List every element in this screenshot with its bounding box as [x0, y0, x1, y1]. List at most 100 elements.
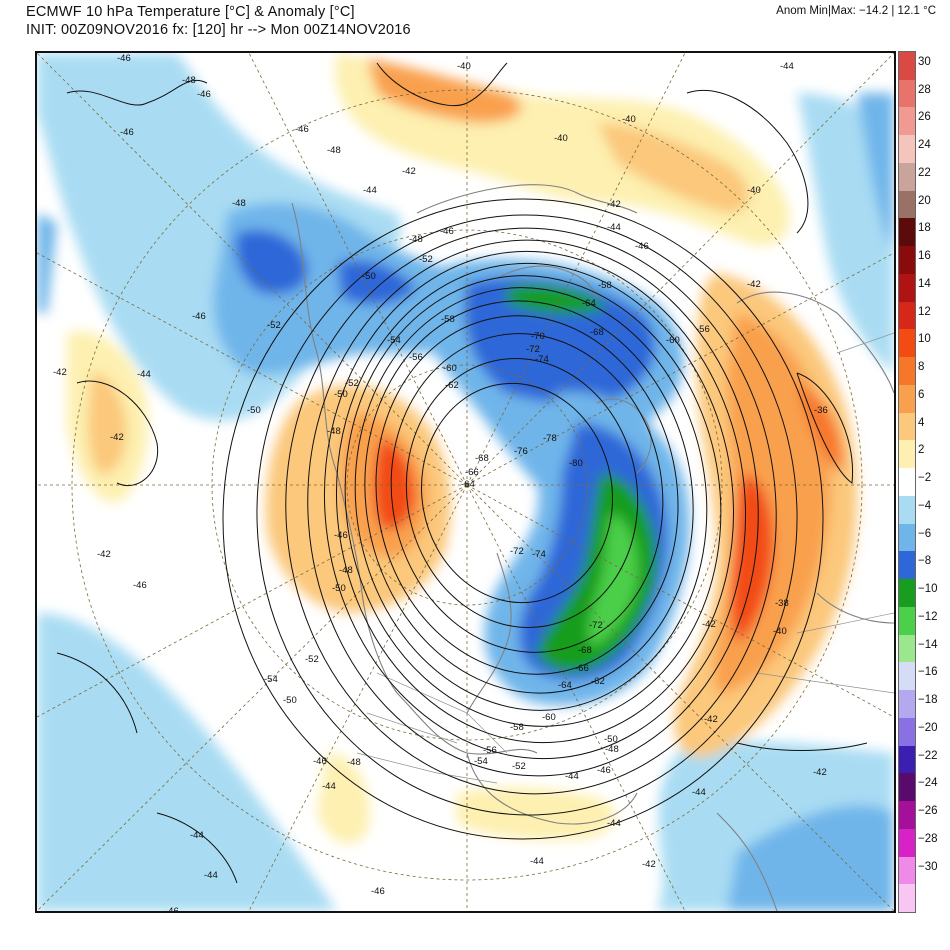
colorbar-swatch: [899, 273, 915, 303]
contour-label: -50: [334, 389, 348, 400]
contour-label: -80: [569, 458, 583, 469]
colorbar-tick-label: −10: [918, 583, 938, 596]
colorbar-swatch: [899, 801, 915, 830]
colorbar-tick-label: 2: [918, 444, 925, 457]
contour-label: -46: [295, 124, 309, 135]
contour-label: -52: [267, 320, 281, 331]
contour-label: -48: [327, 426, 341, 437]
contour-label: -48: [339, 565, 353, 576]
colorbar-swatch: [899, 162, 915, 192]
contour-label: -68: [590, 327, 604, 338]
contour-label: -44: [204, 870, 218, 881]
colorbar-swatch: [899, 745, 915, 774]
colorbar-tick-label: −6: [918, 527, 932, 540]
polar-map-canvas: -46-48-46-40 -44-46 -46-48-40-40-42-44-42-…: [37, 53, 894, 911]
contour-label: -44: [565, 771, 579, 782]
contour-label: -44: [607, 818, 621, 829]
contour-label: -50: [283, 695, 297, 706]
colorbar-tick-label: 22: [918, 166, 931, 179]
contour-label: -44: [322, 781, 336, 792]
contour-label: -56: [483, 745, 497, 756]
contour-label: -46: [371, 886, 385, 897]
contour-label: -56: [696, 324, 710, 335]
contour-label: -60: [542, 712, 556, 723]
contour-label: -60: [443, 363, 457, 374]
contour-label: -46: [635, 241, 649, 252]
contour-label: -44: [137, 369, 151, 380]
contour-label: -44: [363, 185, 377, 196]
polar-map: -46 -48 -46 -40 -44 -46 -46 -48 -40 -40 -42 -44 -42-…: [35, 51, 896, 913]
contour-label: -44: [780, 61, 794, 72]
contour-label: -48: [327, 145, 341, 156]
contour-label: -50: [362, 271, 376, 282]
colorbar-tick-label: 26: [918, 111, 931, 124]
contour-label: -72: [589, 620, 603, 631]
colorbar-swatch: [899, 523, 915, 552]
colorbar-tick-label: −20: [918, 721, 938, 734]
contour-label: -50: [332, 583, 346, 594]
contour-label: -58: [510, 722, 524, 733]
colorbar-tick-label: 18: [918, 222, 931, 235]
contour-label: -46: [313, 756, 327, 767]
colorbar-swatch: [899, 662, 915, 691]
contour-label: -46: [120, 127, 134, 138]
contour-label: -64: [582, 298, 596, 309]
contour-label: -40: [457, 61, 471, 72]
contour-label: -54: [474, 756, 488, 767]
colorbar-swatch: [899, 135, 915, 164]
colorbar-tick-label: −12: [918, 610, 938, 623]
contour-label: -48: [347, 757, 361, 768]
colorbar-swatch: [899, 551, 915, 580]
contour-label: -50: [604, 734, 618, 745]
contour-label: -46: [117, 53, 131, 64]
colorbar-tick-label: −4: [918, 499, 932, 512]
contour-label: -48: [182, 75, 196, 86]
contour-label: -60: [666, 335, 680, 346]
anomaly-minmax-label: Anom Min|Max: −14.2 | 12.1 °C: [776, 5, 936, 17]
contour-label: -54: [264, 674, 278, 685]
contour-label: -74: [535, 354, 549, 365]
contour-labels: -46-48-46-40 -44-46 -46-48-40-40-42-44-42-…: [53, 53, 828, 911]
contour-label: -42: [704, 714, 718, 725]
colorbar-swatch: [899, 884, 915, 912]
contour-label: -36: [814, 405, 828, 416]
contour-label: -46: [165, 906, 179, 911]
colorbar-tick-label: −22: [918, 749, 938, 762]
contour-label: -40: [554, 133, 568, 144]
colorbar-swatch: [899, 856, 915, 885]
colorbar-tick-label: −16: [918, 666, 938, 679]
contour-label: -62: [445, 380, 459, 391]
contour-label: -48: [605, 744, 619, 755]
forecast-init-label: INIT: 00Z09NOV2016 fx: [120] hr --> Mon …: [26, 22, 411, 38]
temperature-contours: [56, 62, 868, 884]
colorbar-swatch: [899, 52, 915, 81]
colorbar-swatch: [899, 468, 915, 497]
contour-label: -48: [232, 198, 246, 209]
contour-label: -40: [622, 114, 636, 125]
contour-label: -72: [526, 344, 540, 355]
contour-label: -42: [97, 549, 111, 560]
contour-label: -76: [514, 446, 528, 457]
colorbar-swatch: [899, 579, 915, 608]
contour-label: -46: [197, 89, 211, 100]
contour-label: -52: [345, 378, 359, 389]
contour-label: -46: [597, 765, 611, 776]
colorbar-swatch: [899, 301, 915, 330]
colorbar-tick-label: 8: [918, 361, 925, 374]
colorbar-tick-label: 30: [918, 56, 931, 68]
contour-label: -42: [110, 432, 124, 443]
colorbar-swatch: [899, 634, 915, 663]
colorbar-tick-label: −28: [918, 832, 938, 845]
colorbar-swatch: [899, 440, 915, 469]
contour-label: -66: [465, 467, 479, 478]
contour-label: -72: [510, 546, 524, 557]
contour-label: -46: [192, 311, 206, 322]
colorbar-tick-label: 12: [918, 305, 931, 318]
contour-label: -68: [475, 453, 489, 464]
colorbar-tick-label: 4: [918, 416, 925, 429]
contour-label: -46: [334, 530, 348, 541]
contour-label: -40: [747, 185, 761, 196]
contour-label: -70: [531, 331, 545, 342]
contour-label: -74: [532, 549, 546, 560]
colorbar: [898, 51, 916, 913]
